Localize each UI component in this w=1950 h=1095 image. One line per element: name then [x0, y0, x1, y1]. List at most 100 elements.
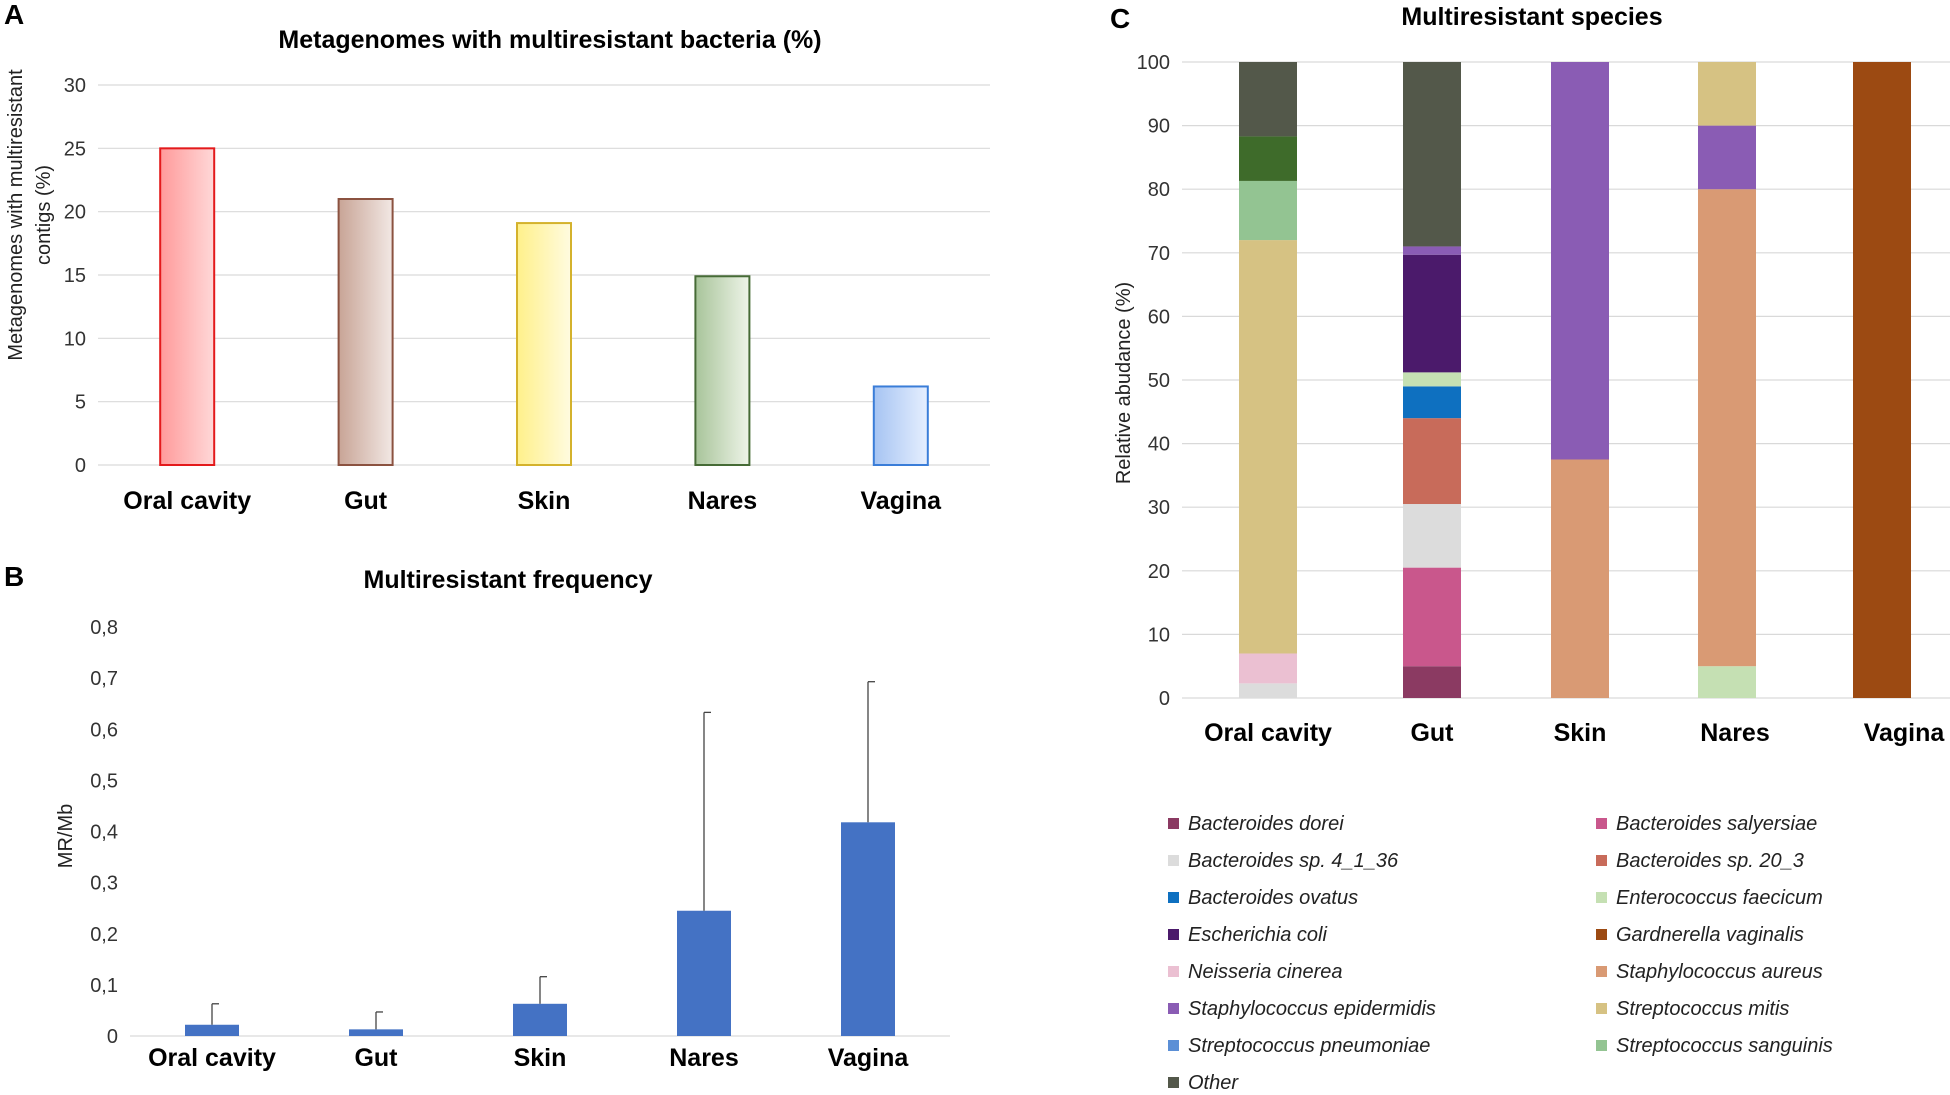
legend-label: Enterococcus faecicum [1616, 887, 1823, 909]
panel-a-bar-skin [516, 222, 572, 466]
legend-label: Bacteroides sp. 4_1_36 [1188, 850, 1399, 872]
legend-item: Bacteroides sp. 4_1_36 [1168, 850, 1399, 872]
panel-c-title: Multiresistant species [1401, 3, 1662, 31]
panel-b-category-label: Skin [514, 1044, 567, 1072]
legend-swatch [1168, 1077, 1179, 1088]
legend-label: Staphylococcus epidermidis [1188, 998, 1436, 1020]
legend-item: Bacteroides dorei [1168, 813, 1344, 835]
panel-c-category-label: Gut [1410, 719, 1454, 747]
legend-swatch [1168, 1040, 1179, 1051]
panel-a-bar-nares [694, 275, 751, 466]
panel-b-ytick-label: 0,2 [90, 924, 118, 946]
panel-b-category-label: Nares [669, 1044, 739, 1072]
panel-b-ytick-label: 0,8 [90, 617, 118, 639]
panel-c-segment-staphylococcus-epidermidis [1698, 125, 1756, 190]
legend-swatch [1596, 1040, 1607, 1051]
legend-label: Bacteroides sp. 20_3 [1616, 850, 1804, 872]
panel-c-segment-staphylococcus-epidermidis [1551, 62, 1609, 460]
legend-label: Streptococcus mitis [1616, 998, 1789, 1020]
panel-a: A Metagenomes with multiresistant bacter… [4, 0, 990, 515]
panel-b-error-bar [867, 681, 875, 823]
legend-label: Bacteroides dorei [1188, 813, 1344, 835]
panel-c-ytick-label: 60 [1148, 306, 1170, 328]
legend-item: Other [1168, 1072, 1239, 1094]
panel-a-letter: A [4, 0, 24, 30]
panel-c-ytick-label: 80 [1148, 179, 1170, 201]
panel-b-bar-nares [677, 910, 731, 1036]
panel-a-ytick-label: 15 [64, 265, 86, 287]
panel-b-letter: B [4, 561, 24, 592]
legend-label: Escherichia coli [1188, 924, 1328, 946]
legend-swatch [1596, 892, 1607, 903]
panel-c-category-label: Vagina [1864, 719, 1946, 747]
legend-item: Streptococcus pneumoniae [1168, 1035, 1430, 1057]
panel-b-error-bar [703, 711, 711, 911]
legend-item: Staphylococcus epidermidis [1168, 998, 1436, 1020]
panel-b-ytick-label: 0,1 [90, 975, 118, 997]
legend-swatch [1596, 818, 1607, 829]
legend-item: Gardnerella vaginalis [1596, 924, 1804, 946]
panel-c-segment-escherichia-coli [1403, 254, 1461, 373]
legend-item: Enterococcus faecicum [1596, 887, 1823, 909]
legend-swatch [1596, 1003, 1607, 1014]
panel-b-ytick-label: 0,3 [90, 873, 118, 895]
panel-a-bar-vagina [872, 385, 929, 467]
legend-swatch [1596, 855, 1607, 866]
panel-c-category-label: Skin [1554, 719, 1607, 747]
legend-swatch [1596, 929, 1607, 940]
panel-a-ytick-label: 10 [64, 328, 86, 350]
panel-c-segment-bacteroides-sp-4-1-36 [1239, 683, 1297, 698]
panel-a-ylabel-line1: Metagenomes with multiresistant [5, 69, 27, 361]
panel-c-segment-gardnerella-vaginalis [1853, 62, 1911, 698]
panel-a-ytick-label: 5 [75, 392, 86, 414]
panel-c-segment-neisseria-cinerea [1239, 653, 1297, 684]
panel-c-ytick-label: 10 [1148, 624, 1170, 646]
panel-c-category-label: Nares [1700, 719, 1770, 747]
panel-c-ytick-label: 20 [1148, 561, 1170, 583]
panel-a-ylabel-line2: contigs (%) [33, 165, 55, 265]
panel-b-error-bar [539, 976, 547, 1004]
panel-b-ylabel: MR/Mb [55, 804, 77, 868]
panel-c-segment-oral-dark-green [1239, 136, 1297, 181]
panel-a-ylabel: Metagenomes with multiresistant contigs … [5, 69, 55, 361]
legend-item: Bacteroides ovatus [1168, 887, 1358, 909]
panel-a-category-label: Skin [518, 487, 571, 515]
panel-a-category-label: Oral cavity [123, 487, 251, 515]
panel-c-letter: C [1110, 3, 1130, 34]
panel-b-category-label: Gut [354, 1044, 398, 1072]
legend-item: Streptococcus mitis [1596, 998, 1789, 1020]
panel-c-segment-streptococcus-mitis [1239, 240, 1297, 654]
panel-c-segment-other [1403, 62, 1461, 247]
panel-c-segment-streptococcus-sanguinis [1239, 180, 1297, 241]
legend-swatch [1168, 892, 1179, 903]
panel-c-ytick-label: 40 [1148, 434, 1170, 456]
panel-b-category-label: Oral cavity [148, 1044, 276, 1072]
legend-label: Staphylococcus aureus [1616, 961, 1823, 983]
legend-swatch [1168, 818, 1179, 829]
legend-label: Streptococcus pneumoniae [1188, 1035, 1430, 1057]
panel-c-segment-staphylococcus-aureus [1698, 189, 1756, 667]
panel-a-ytick-label: 30 [64, 75, 86, 97]
legend-label: Neisseria cinerea [1188, 961, 1343, 983]
panel-c-ylabel: Relative abudance (%) [1113, 282, 1135, 484]
panel-c-ytick-label: 100 [1137, 52, 1170, 74]
panel-b-ytick-label: 0,4 [90, 822, 118, 844]
panel-b-title: Multiresistant frequency [364, 566, 653, 594]
panel-a-bar-gut [337, 198, 394, 466]
panel-c-segment-staphylococcus-aureus [1551, 459, 1609, 698]
panel-c-segment-bacteroides-sp-20-3 [1403, 418, 1461, 505]
panel-b: B Multiresistant frequency MR/Mb 0 0,1 0,2… [4, 561, 950, 1072]
panel-c-segment-streptococcus-mitis [1698, 62, 1756, 126]
panel-c-ytick-label: 0 [1159, 688, 1170, 710]
legend-item: Bacteroides salyersiae [1596, 813, 1817, 835]
panel-a-ytick-label: 20 [64, 202, 86, 224]
legend-swatch [1168, 1003, 1179, 1014]
panel-c: C Multiresistant species Relative abudan… [1110, 3, 1950, 1094]
legend-item: Escherichia coli [1168, 924, 1328, 946]
panel-b-ytick-label: 0,7 [90, 668, 118, 690]
legend-swatch [1168, 929, 1179, 940]
panel-b-bar-skin [513, 1003, 567, 1036]
legend-label: Bacteroides ovatus [1188, 887, 1358, 909]
legend-item: Streptococcus sanguinis [1596, 1035, 1833, 1057]
